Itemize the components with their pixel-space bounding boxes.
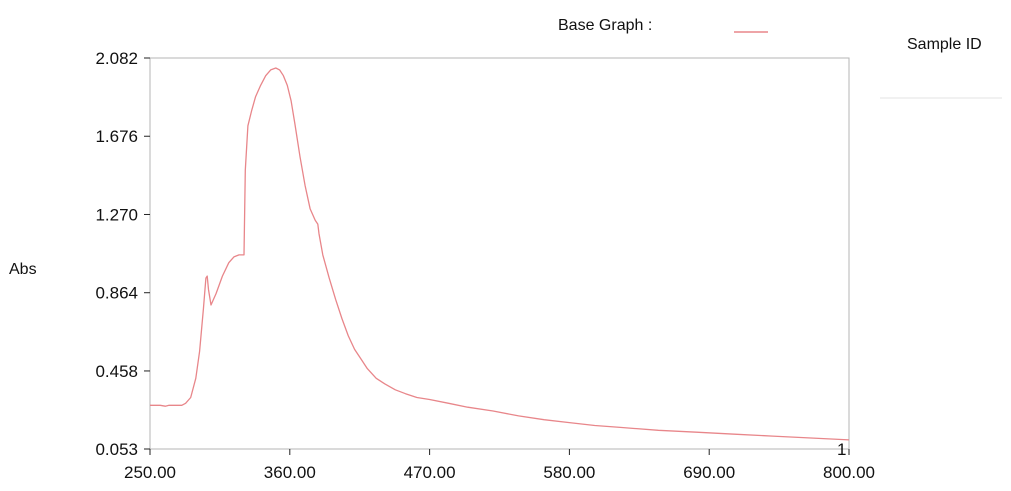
x-tick-label: 250.00 (124, 463, 176, 482)
y-axis-title: Abs (9, 261, 37, 278)
x-tick-label: 470.00 (404, 463, 456, 482)
sample-id-label: Sample ID (907, 36, 982, 53)
x-tick-label: 800.00 (823, 463, 875, 482)
y-tick-label: 2.082 (95, 49, 138, 68)
x-tick-label: 580.00 (543, 463, 595, 482)
absorbance-series-line (150, 67, 850, 441)
legend: Base Graph : Sample ID (558, 17, 1002, 99)
x-axis: 250.00 360.00 470.00 580.00 690.00 800.00 (124, 449, 875, 482)
y-tick-label: 1.676 (95, 127, 138, 146)
series-end-marker: 1 (837, 440, 846, 459)
plot-frame (149, 57, 850, 450)
y-tick-label: 0.053 (95, 440, 138, 459)
y-tick-label: 1.270 (95, 205, 138, 224)
y-tick-label: 0.864 (95, 284, 138, 303)
y-axis: 2.082 1.676 1.270 0.864 0.458 0.053 (95, 49, 150, 459)
y-tick-label: 0.458 (95, 362, 138, 381)
x-tick-label: 690.00 (683, 463, 735, 482)
x-tick-label: 360.00 (264, 463, 316, 482)
legend-label: Base Graph : (558, 17, 652, 34)
